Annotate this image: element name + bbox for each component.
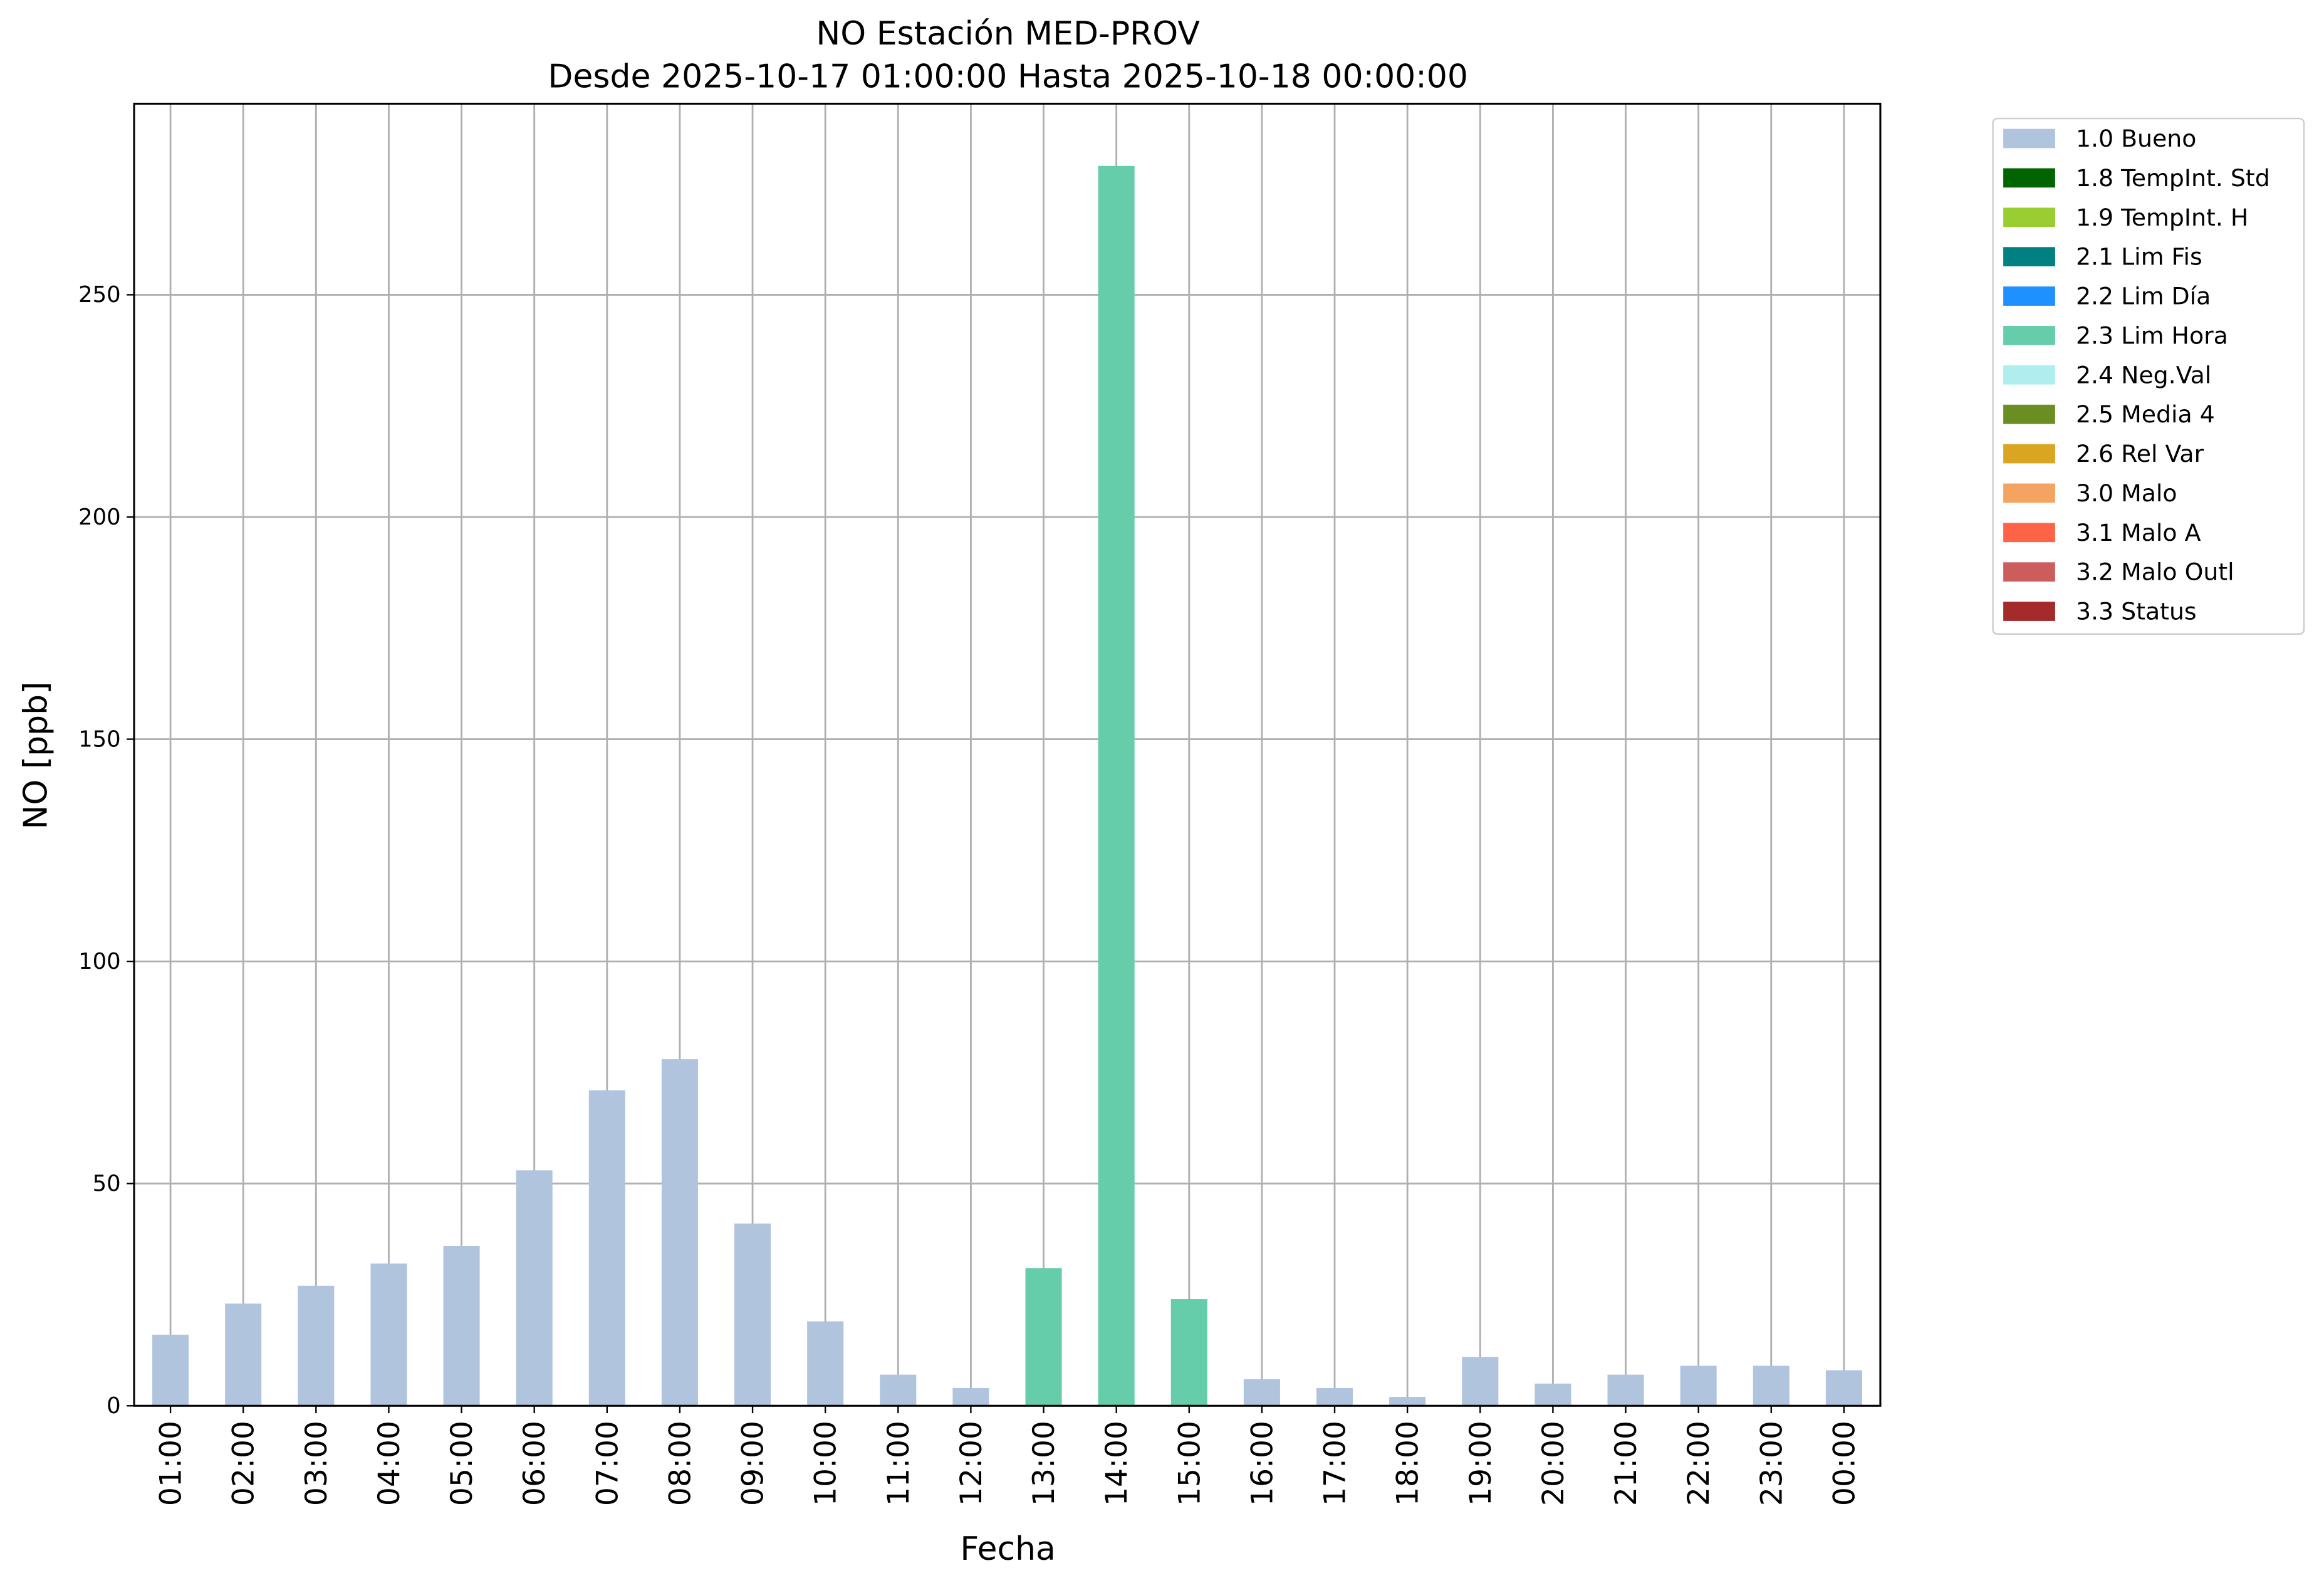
legend-label: 3.3 Status: [2076, 598, 2197, 625]
bar: [1389, 1397, 1426, 1406]
chart-subtitle: Desde 2025-10-17 01:00:00 Hasta 2025-10-…: [548, 58, 1468, 95]
legend-swatch: [2003, 404, 2055, 424]
x-tick-label: 12:00: [954, 1421, 989, 1506]
y-tick-label: 100: [78, 949, 121, 974]
legend-label: 3.2 Malo Outl: [2076, 558, 2234, 586]
bar: [152, 1334, 189, 1406]
bar: [370, 1263, 407, 1406]
x-tick-label: 13:00: [1027, 1421, 1061, 1506]
x-tick-label: 22:00: [1682, 1421, 1716, 1506]
x-tick-label: 07:00: [590, 1421, 625, 1506]
legend-label: 2.5 Media 4: [2076, 400, 2215, 428]
x-tick-label: 20:00: [1536, 1421, 1571, 1506]
x-tick-label: 09:00: [736, 1421, 771, 1506]
plot-frame: [133, 102, 1882, 1407]
bar: [1025, 1268, 1062, 1406]
bar: [807, 1321, 844, 1406]
bar: [1098, 165, 1135, 1406]
legend-swatch: [2003, 168, 2055, 188]
x-tick-label: 04:00: [372, 1421, 407, 1506]
legend-swatch: [2003, 562, 2055, 582]
y-tick-label: 150: [78, 726, 121, 752]
bar: [1680, 1366, 1717, 1406]
y-tick-label: 250: [78, 282, 121, 308]
legend-swatch: [2003, 247, 2055, 267]
legend-label: 2.3 Lim Hora: [2076, 321, 2228, 349]
bar: [1462, 1357, 1499, 1406]
x-tick-label: 06:00: [518, 1421, 552, 1506]
x-tick-label: 01:00: [154, 1421, 189, 1506]
x-tick-label: 21:00: [1609, 1421, 1644, 1506]
legend-label: 1.9 TempInt. H: [2076, 204, 2248, 231]
legend-swatch: [2003, 444, 2055, 464]
bar: [880, 1374, 917, 1406]
legend-swatch: [2003, 365, 2055, 385]
bar: [1753, 1366, 1790, 1406]
bar: [952, 1387, 989, 1406]
legend-swatch: [2003, 128, 2055, 149]
legend-label: 3.0 Malo: [2076, 479, 2177, 507]
x-tick-label: 10:00: [809, 1421, 843, 1506]
bar: [443, 1245, 480, 1406]
x-tick-label: 14:00: [1100, 1421, 1134, 1506]
bar: [1535, 1383, 1571, 1406]
bar: [661, 1059, 698, 1406]
legend-label: 2.6 Rel Var: [2076, 440, 2204, 468]
bar: [1825, 1370, 1862, 1406]
bar: [225, 1303, 262, 1406]
x-tick-label: 08:00: [663, 1421, 697, 1506]
legend-swatch: [2003, 207, 2055, 227]
bar: [588, 1090, 625, 1406]
legend-box: [1992, 117, 2305, 635]
legend-swatch: [2003, 326, 2055, 345]
x-tick-label: 05:00: [445, 1421, 479, 1506]
legend-swatch: [2003, 483, 2055, 503]
y-tick-label: 50: [93, 1171, 121, 1197]
x-tick-label: 11:00: [882, 1421, 916, 1506]
legend-label: 1.0 Bueno: [2076, 125, 2196, 152]
x-axis-label: Fecha: [960, 1530, 1055, 1568]
x-tick-label: 18:00: [1391, 1421, 1425, 1506]
legend-label: 2.1 Lim Fis: [2076, 243, 2202, 271]
x-tick-label: 17:00: [1318, 1421, 1353, 1506]
legend-swatch: [2003, 602, 2055, 621]
x-tick-label: 02:00: [227, 1421, 261, 1506]
x-tick-label: 23:00: [1754, 1421, 1789, 1506]
x-tick-label: 16:00: [1245, 1421, 1279, 1506]
bar: [1243, 1379, 1280, 1406]
bar: [1170, 1299, 1207, 1406]
legend-label: 2.4 Neg.Val: [2076, 361, 2211, 389]
bar: [298, 1285, 335, 1406]
bar: [1316, 1387, 1353, 1406]
chart-title: NO Estación MED-PROV: [816, 15, 1200, 53]
bar: [734, 1223, 771, 1406]
bar: [1607, 1374, 1644, 1406]
legend-swatch: [2003, 286, 2055, 306]
x-tick-label: 00:00: [1827, 1421, 1862, 1506]
legend-label: 1.8 TempInt. Std: [2076, 164, 2270, 192]
y-tick-label: 0: [107, 1393, 121, 1419]
bar: [516, 1170, 553, 1406]
x-tick-label: 03:00: [300, 1421, 334, 1506]
y-tick-label: 200: [78, 504, 121, 530]
legend-label: 2.2 Lim Día: [2076, 283, 2211, 310]
legend-swatch: [2003, 523, 2055, 543]
x-tick-label: 15:00: [1172, 1421, 1207, 1506]
legend-label: 3.1 Malo A: [2076, 519, 2201, 546]
y-axis-label: NO [ppb]: [18, 682, 55, 830]
x-tick-label: 19:00: [1464, 1421, 1498, 1506]
